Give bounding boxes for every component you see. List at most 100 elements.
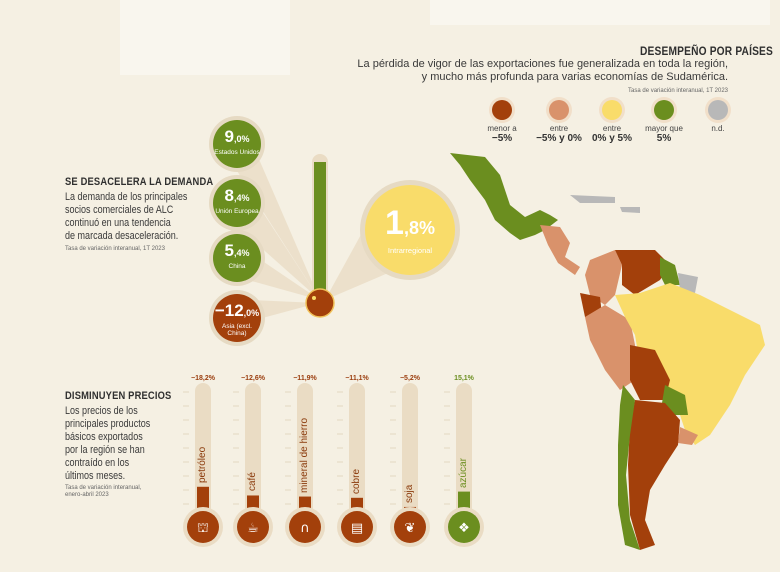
prices-note: Tasa de variación interanual, enero-abril… xyxy=(65,485,141,499)
countries-note: Tasa de variación interanual, 1T 2023 xyxy=(628,88,728,94)
partner-value-dec: ,0% xyxy=(243,308,260,318)
map-mexico xyxy=(450,153,558,240)
demand-text-line: La demanda de los principales xyxy=(65,191,188,203)
partner-name: Asia (excl. China) xyxy=(222,323,252,337)
cone-asia xyxy=(250,300,318,320)
partner-name: China xyxy=(228,263,246,270)
intraregional-value-int: 1 xyxy=(385,204,404,242)
countries-text: La pérdida de vigor de las exportaciones… xyxy=(357,58,728,84)
partner-name: Unión Europea xyxy=(215,208,259,215)
legend-item-range: 5% xyxy=(656,133,672,144)
demand-title: SE DESACELERA LA DEMANDA xyxy=(65,176,214,188)
map-caribbean xyxy=(570,195,640,213)
price-value-label: −11,1% xyxy=(345,375,369,382)
sugar-cubes-icon: ❖ xyxy=(458,521,470,536)
legend-item-range: 0% y 5% xyxy=(591,133,633,144)
thermometer-bulb xyxy=(341,511,373,543)
prices-note-line: enero-abril 2023 xyxy=(65,492,109,498)
price-value-label: −11,9% xyxy=(293,375,317,382)
map-argentina xyxy=(628,400,680,550)
demand-bulb xyxy=(305,288,335,318)
price-category-label: soja xyxy=(404,484,415,503)
legend-item: entre 0% y 5% xyxy=(592,124,632,144)
prices-text: Los precios de los principales productos b… xyxy=(65,405,150,483)
oil-rig-icon: ⛫ xyxy=(197,521,209,536)
prices-text-line: contraído en los xyxy=(65,457,130,469)
legend-item: mayor que 5% xyxy=(645,124,683,144)
partner-value: 9,0% xyxy=(213,127,261,149)
legend-item-range: −5% xyxy=(491,133,513,144)
background-panel xyxy=(430,0,770,25)
legend-item: entre −5% y 0% xyxy=(536,124,582,144)
prices-note-line: Tasa de variación interanual, xyxy=(65,485,142,491)
legend-swatch xyxy=(654,100,674,120)
thermometer-tube xyxy=(456,383,472,523)
demand-text: La demanda de los principales socios come… xyxy=(65,191,187,243)
prices-text-line: últimos meses. xyxy=(65,470,126,482)
legend-item-label: menor a xyxy=(487,124,517,133)
prices-title: DISMINUYEN PRECIOS xyxy=(65,390,172,402)
legend-item-range: −5% y 0% xyxy=(536,133,582,144)
partner-value-dec: ,0% xyxy=(233,134,250,144)
thermometer-bulb xyxy=(187,511,219,543)
countries-text-line: y mucho más profunda para varias economí… xyxy=(421,71,728,83)
partner-value: 5,4% xyxy=(213,241,261,263)
partner-name: Estados Unidos xyxy=(214,149,260,156)
demand-note: Tasa de variación interanual, 1T 2023 xyxy=(65,246,165,252)
price-category-label: cobre xyxy=(351,468,362,494)
thermometer-tube xyxy=(349,383,365,523)
price-category-label: café xyxy=(247,472,258,492)
partner-value-int: 8 xyxy=(224,186,234,205)
partner-value-int: −12 xyxy=(214,301,244,320)
partner-value-int: 9 xyxy=(224,127,234,146)
magnet-icon: ∩ xyxy=(300,521,310,536)
price-category-label: petróleo xyxy=(197,446,208,483)
legend-swatch xyxy=(708,100,728,120)
legend-swatch xyxy=(492,100,512,120)
partner-value: 8,4% xyxy=(213,186,261,208)
map-chile xyxy=(618,385,640,550)
partner-value: −12,0% xyxy=(213,301,261,323)
latin-america-map xyxy=(450,153,765,550)
partner-value-dec: ,4% xyxy=(233,248,250,258)
prices-text-line: básicos exportados xyxy=(65,431,143,443)
demand-text-line: continuó en una tendencia xyxy=(65,217,171,229)
legend-item: menor a −5% xyxy=(487,124,516,144)
countries-title: DESEMPEÑO POR PAÍSES xyxy=(640,44,774,58)
copper-coil-icon: ▤ xyxy=(351,521,363,536)
partner-bubble: 8,4% Unión Europea xyxy=(213,179,261,227)
background-panel xyxy=(120,0,290,75)
map-guyanas xyxy=(660,257,680,285)
legend-swatch xyxy=(549,100,569,120)
legend-item-label: n.d. xyxy=(711,124,725,133)
partner-value-int: 5 xyxy=(224,241,234,260)
demand-tube-fill xyxy=(314,162,326,302)
price-value-label: −18,2% xyxy=(191,375,215,382)
partner-bubble: −12,0% Asia (excl. China) xyxy=(213,294,261,342)
thermometer-bulb xyxy=(237,511,269,543)
price-category-label: azúcar xyxy=(458,457,469,488)
partner-bubble: 5,4% China xyxy=(213,234,261,282)
intraregional-name: Intrarregional xyxy=(387,246,433,255)
bulb-highlight xyxy=(312,296,316,300)
map-brazil xyxy=(615,283,765,445)
map-bolivia xyxy=(630,345,670,400)
price-value-label: −5,2% xyxy=(399,375,421,382)
thermometer-tube xyxy=(245,383,261,523)
coffee-beans-icon: ☕ xyxy=(247,521,259,536)
price-value-label: 15,1% xyxy=(454,375,474,382)
map-colombia xyxy=(585,250,622,305)
map-uruguay xyxy=(678,427,698,445)
intraregional-bubble: 1,8% Intrarregional xyxy=(365,185,455,275)
intraregional-value-dec: ,8% xyxy=(403,218,435,238)
legend-item-label: mayor que xyxy=(645,124,683,133)
map-suriname xyxy=(678,273,698,293)
countries-text-line: La pérdida de vigor de las exportaciones… xyxy=(357,58,728,70)
soy-icon: ❦ xyxy=(405,521,416,536)
partner-value-dec: ,4% xyxy=(233,193,250,203)
prices-text-line: principales productos xyxy=(65,418,151,430)
map-peru xyxy=(585,305,635,390)
map-venezuela xyxy=(615,250,670,295)
thermometer-bulb xyxy=(448,511,480,543)
